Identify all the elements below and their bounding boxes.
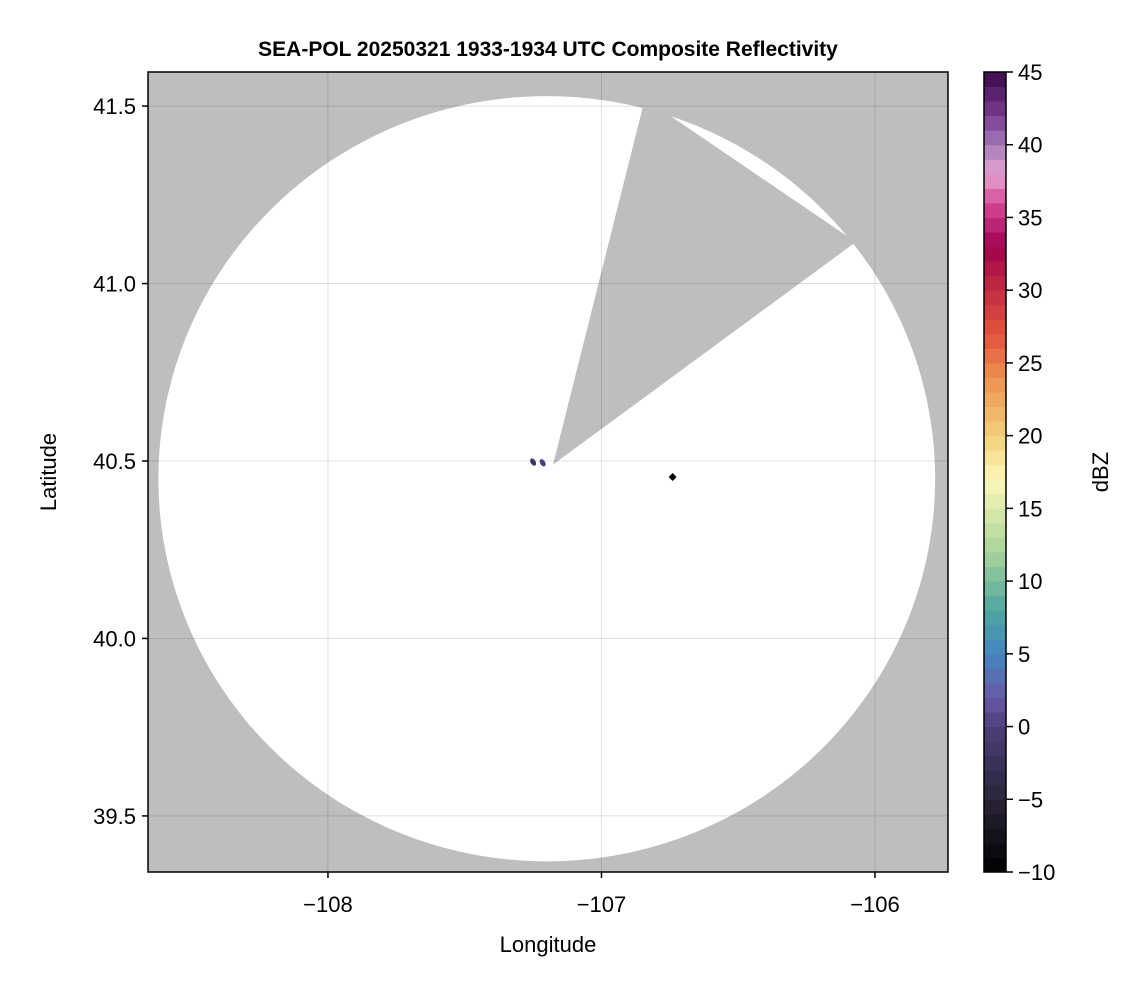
colorbar-band — [984, 246, 1006, 262]
y-tick-label: 39.5 — [93, 804, 136, 829]
y-tick-label: 40.0 — [93, 626, 136, 651]
colorbar-band — [984, 813, 1006, 829]
colorbar-label: dBZ — [1088, 452, 1113, 492]
colorbar-band — [984, 653, 1006, 669]
colorbar-band — [984, 319, 1006, 335]
colorbar-band — [984, 72, 1006, 88]
colorbar-band — [984, 261, 1006, 277]
colorbar-band — [984, 101, 1006, 117]
colorbar-band — [984, 348, 1006, 364]
x-tick-label: −108 — [303, 892, 353, 917]
reflectivity-echo — [539, 459, 546, 467]
colorbar-band — [984, 610, 1006, 626]
colorbar-band — [984, 450, 1006, 466]
colorbar-band — [984, 217, 1006, 233]
colorbar-band — [984, 712, 1006, 728]
y-axis-label: Latitude — [36, 433, 61, 511]
colorbar-band — [984, 159, 1006, 175]
colorbar-band — [984, 435, 1006, 451]
x-axis-label: Longitude — [500, 932, 597, 957]
colorbar-band — [984, 144, 1006, 160]
colorbar-band — [984, 726, 1006, 742]
colorbar-band — [984, 566, 1006, 582]
colorbar-band — [984, 86, 1006, 102]
colorbar-band — [984, 741, 1006, 757]
colorbar-band — [984, 421, 1006, 437]
chart-title: SEA-POL 20250321 1933-1934 UTC Composite… — [258, 38, 838, 61]
colorbar-band — [984, 581, 1006, 597]
colorbar-tick-label: 25 — [1018, 351, 1042, 376]
colorbar-tick-label: 5 — [1018, 642, 1030, 667]
colorbar-band — [984, 304, 1006, 320]
colorbar-band — [984, 173, 1006, 189]
y-tick-label: 40.5 — [93, 449, 136, 474]
colorbar-band — [984, 624, 1006, 640]
colorbar-band — [984, 377, 1006, 393]
colorbar-tick-label: −5 — [1018, 787, 1043, 812]
colorbar-band — [984, 333, 1006, 349]
radar-coverage-area — [158, 96, 936, 862]
plot-frame — [147, 71, 949, 873]
colorbar-tick-label: 10 — [1018, 569, 1042, 594]
site-marker — [668, 472, 677, 481]
colorbar-band — [984, 493, 1006, 509]
colorbar-tick-label: 0 — [1018, 715, 1030, 740]
colorbar-tick-label: 45 — [1018, 60, 1042, 85]
y-tick-label: 41.0 — [93, 272, 136, 297]
colorbar-band — [984, 232, 1006, 248]
colorbar-band — [984, 697, 1006, 713]
colorbar-band — [984, 770, 1006, 786]
colorbar-band — [984, 755, 1006, 771]
y-tick-label: 41.5 — [93, 94, 136, 119]
colorbar-band — [984, 682, 1006, 698]
colorbar-band — [984, 639, 1006, 655]
colorbar-tick-label: 35 — [1018, 205, 1042, 230]
colorbar-band — [984, 784, 1006, 800]
colorbar-band — [984, 857, 1006, 873]
colorbar-band — [984, 595, 1006, 611]
colorbar-tick-label: −10 — [1018, 860, 1055, 885]
colorbar-band — [984, 522, 1006, 538]
colorbar-band — [984, 202, 1006, 218]
colorbar-band — [984, 537, 1006, 553]
colorbar-band — [984, 668, 1006, 684]
colorbar-band — [984, 464, 1006, 480]
colorbar-band — [984, 290, 1006, 306]
colorbar-band — [984, 508, 1006, 524]
colorbar-band — [984, 552, 1006, 568]
x-tick-label: −106 — [850, 892, 900, 917]
colorbar-band — [984, 130, 1006, 146]
colorbar-frame — [983, 71, 1007, 873]
colorbar-band — [984, 799, 1006, 815]
colorbar-band — [984, 275, 1006, 291]
colorbar-band — [984, 188, 1006, 204]
colorbar-band — [984, 115, 1006, 131]
colorbar-band — [984, 828, 1006, 844]
colorbar-band — [984, 362, 1006, 378]
blocked-sector — [553, 98, 856, 465]
x-tick-label: −107 — [577, 892, 627, 917]
colorbar-tick-label: 15 — [1018, 496, 1042, 521]
colorbar-band — [984, 392, 1006, 408]
colorbar-tick-label: 20 — [1018, 424, 1042, 449]
reflectivity-echo — [530, 458, 537, 466]
colorbar-band — [984, 842, 1006, 858]
colorbar-tick-label: 40 — [1018, 133, 1042, 158]
colorbar-band — [984, 406, 1006, 422]
colorbar-tick-label: 30 — [1018, 278, 1042, 303]
colorbar-band — [984, 479, 1006, 495]
